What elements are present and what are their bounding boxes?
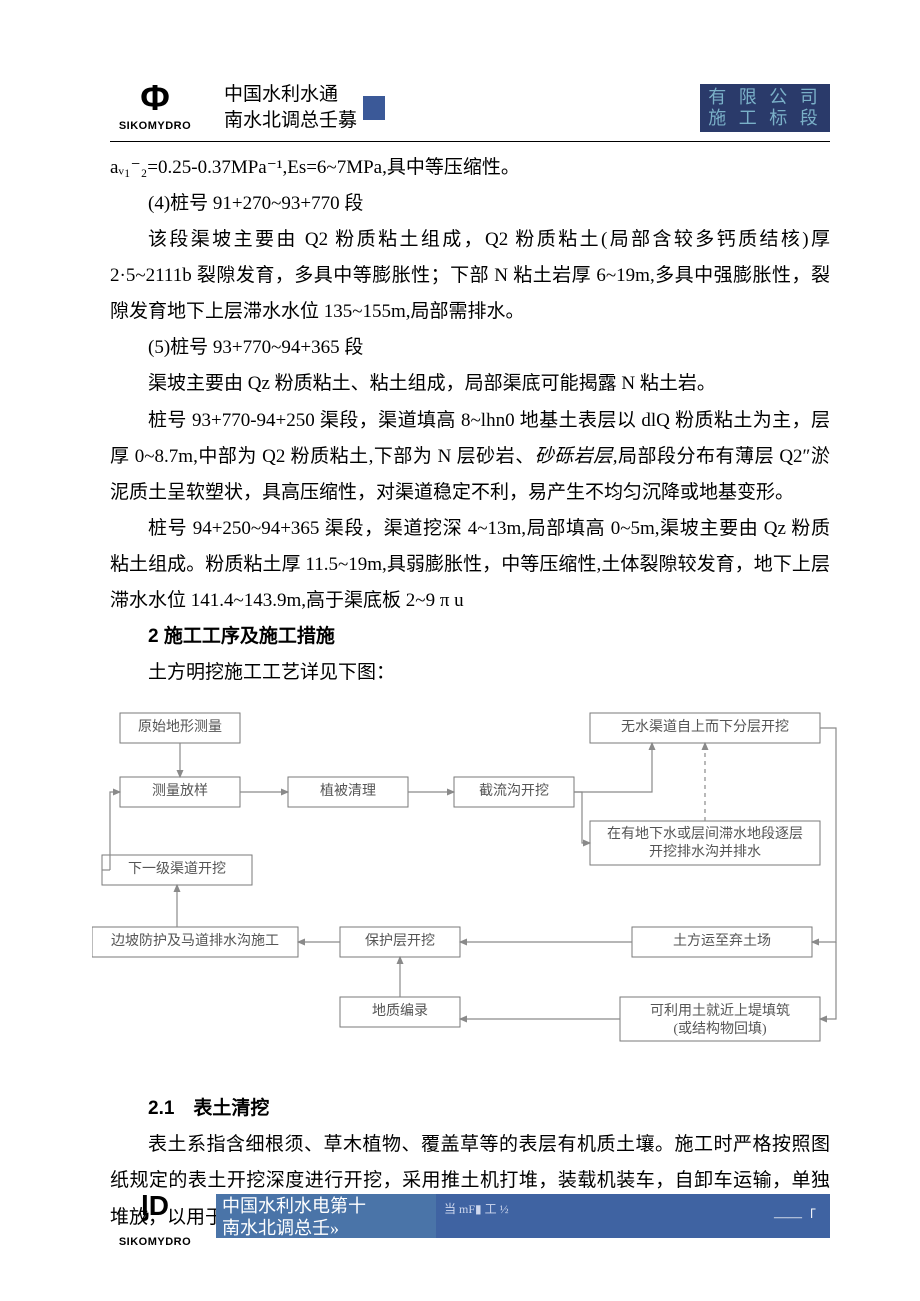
body-content: aᵥ₁⁻₂=0.25-0.37MPa⁻¹,Es=6~7MPa,具中等压缩性。 (… [110,150,830,1236]
stamp-box: 有 限 公 司 施 工 标 段 [700,84,830,132]
page-header: Φ SIKOMYDRO 中国水利水通 南水北调总壬募 有 限 公 司 施 工 标… [110,80,830,142]
fc-n8: 边坡防护及马道排水沟施工 [111,934,279,950]
header-titles: 中国水利水通 南水北调总壬募 [224,82,357,135]
fc-n2: 测量放样 [152,784,208,800]
para-7: 桩号 94+250~94+365 渠段，渠道挖深 4~13m,局部填高 0~5m… [110,511,830,619]
footer-cell-2: 当 mF▮ 工 ½ ——「 [436,1194,830,1238]
fc-n4: 截流沟开挖 [479,784,549,800]
fc-n3: 植被清理 [320,784,376,800]
footer-cell2-dash: ——「 [774,1205,816,1232]
heading-2-1: 2.1 表土清挖 [110,1091,830,1127]
para-2: (4)桩号 91+270~93+770 段 [110,186,830,222]
header-title-1: 中国水利水通 [224,82,357,109]
para-6: 桩号 93+770-94+250 渠段，渠道填高 8~lhn0 地基土表层以 d… [110,403,830,511]
fc-n6-l2: 开挖排水沟并排水 [649,845,761,861]
stamp-line-1: 有 限 公 司 [708,87,822,109]
heading-2: 2 施工工序及施工措施 [110,619,830,655]
fc-n9: 保护层开挖 [365,934,435,950]
fc-n10: 地质编录 [372,1004,428,1020]
footer-logo-block: ᶅD SIKOMYDRO [110,1179,200,1253]
fc-n12-l1: 可利用土就近上堤填筑 [650,1004,790,1020]
footer-bar: 中国水利水电第十 南水北调总壬» 当 mF▮ 工 ½ ——「 [216,1194,830,1238]
para-8: 土方明挖施工工艺详见下图： [110,655,830,691]
logo-text: SIKOMYDRO [119,116,191,137]
para-5: 渠坡主要由 Qz 粉质粘土、粘土组成，局部渠底可能揭露 N 粘土岩。 [110,366,830,402]
footer-cell1-l1: 中国水利水电第十 [222,1196,430,1218]
fc-n7: 下一级渠道开挖 [128,862,226,878]
header-color-bar [363,96,385,120]
footer-cell1-l2: 南水北调总壬» [222,1218,430,1240]
header-title-2: 南水北调总壬募 [224,108,357,135]
footer-logo-text: SIKOMYDRO [119,1232,191,1253]
footer-cell-1: 中国水利水电第十 南水北调总壬» [216,1194,436,1238]
flowchart: 原始地形测量 无水渠道自上而下分层开挖 测量放样 植被清理 截流沟开挖 在有地下… [92,705,848,1075]
footer-logo-glyph: ᶅD [141,1179,169,1232]
fc-n6-l1: 在有地下水或层间滞水地段逐层 [607,827,803,843]
para-3: 该段渠坡主要由 Q2 粉质粘土组成，Q2 粉质粘土(局部含较多钙质结核)厚2·5… [110,222,830,330]
logo-glyph: Φ [140,80,170,116]
footer-cell2-top: 当 mF▮ 工 ½ [444,1198,822,1221]
para-1: aᵥ₁⁻₂=0.25-0.37MPa⁻¹,Es=6~7MPa,具中等压缩性。 [110,150,830,186]
fc-n5: 无水渠道自上而下分层开挖 [621,720,789,736]
logo-block: Φ SIKOMYDRO [110,80,200,137]
fc-n12-l2: (或结构物回填) [673,1022,767,1038]
fc-n1: 原始地形测量 [138,720,222,736]
para-4: (5)桩号 93+770~94+365 段 [110,330,830,366]
stamp-line-2: 施 工 标 段 [708,108,822,130]
page-footer: ᶅD SIKOMYDRO 中国水利水电第十 南水北调总壬» 当 mF▮ 工 ½ … [110,1179,830,1253]
fc-n11: 土方运至弃土场 [673,934,771,950]
para-6b-italic: 砂砾岩层, [535,446,618,467]
